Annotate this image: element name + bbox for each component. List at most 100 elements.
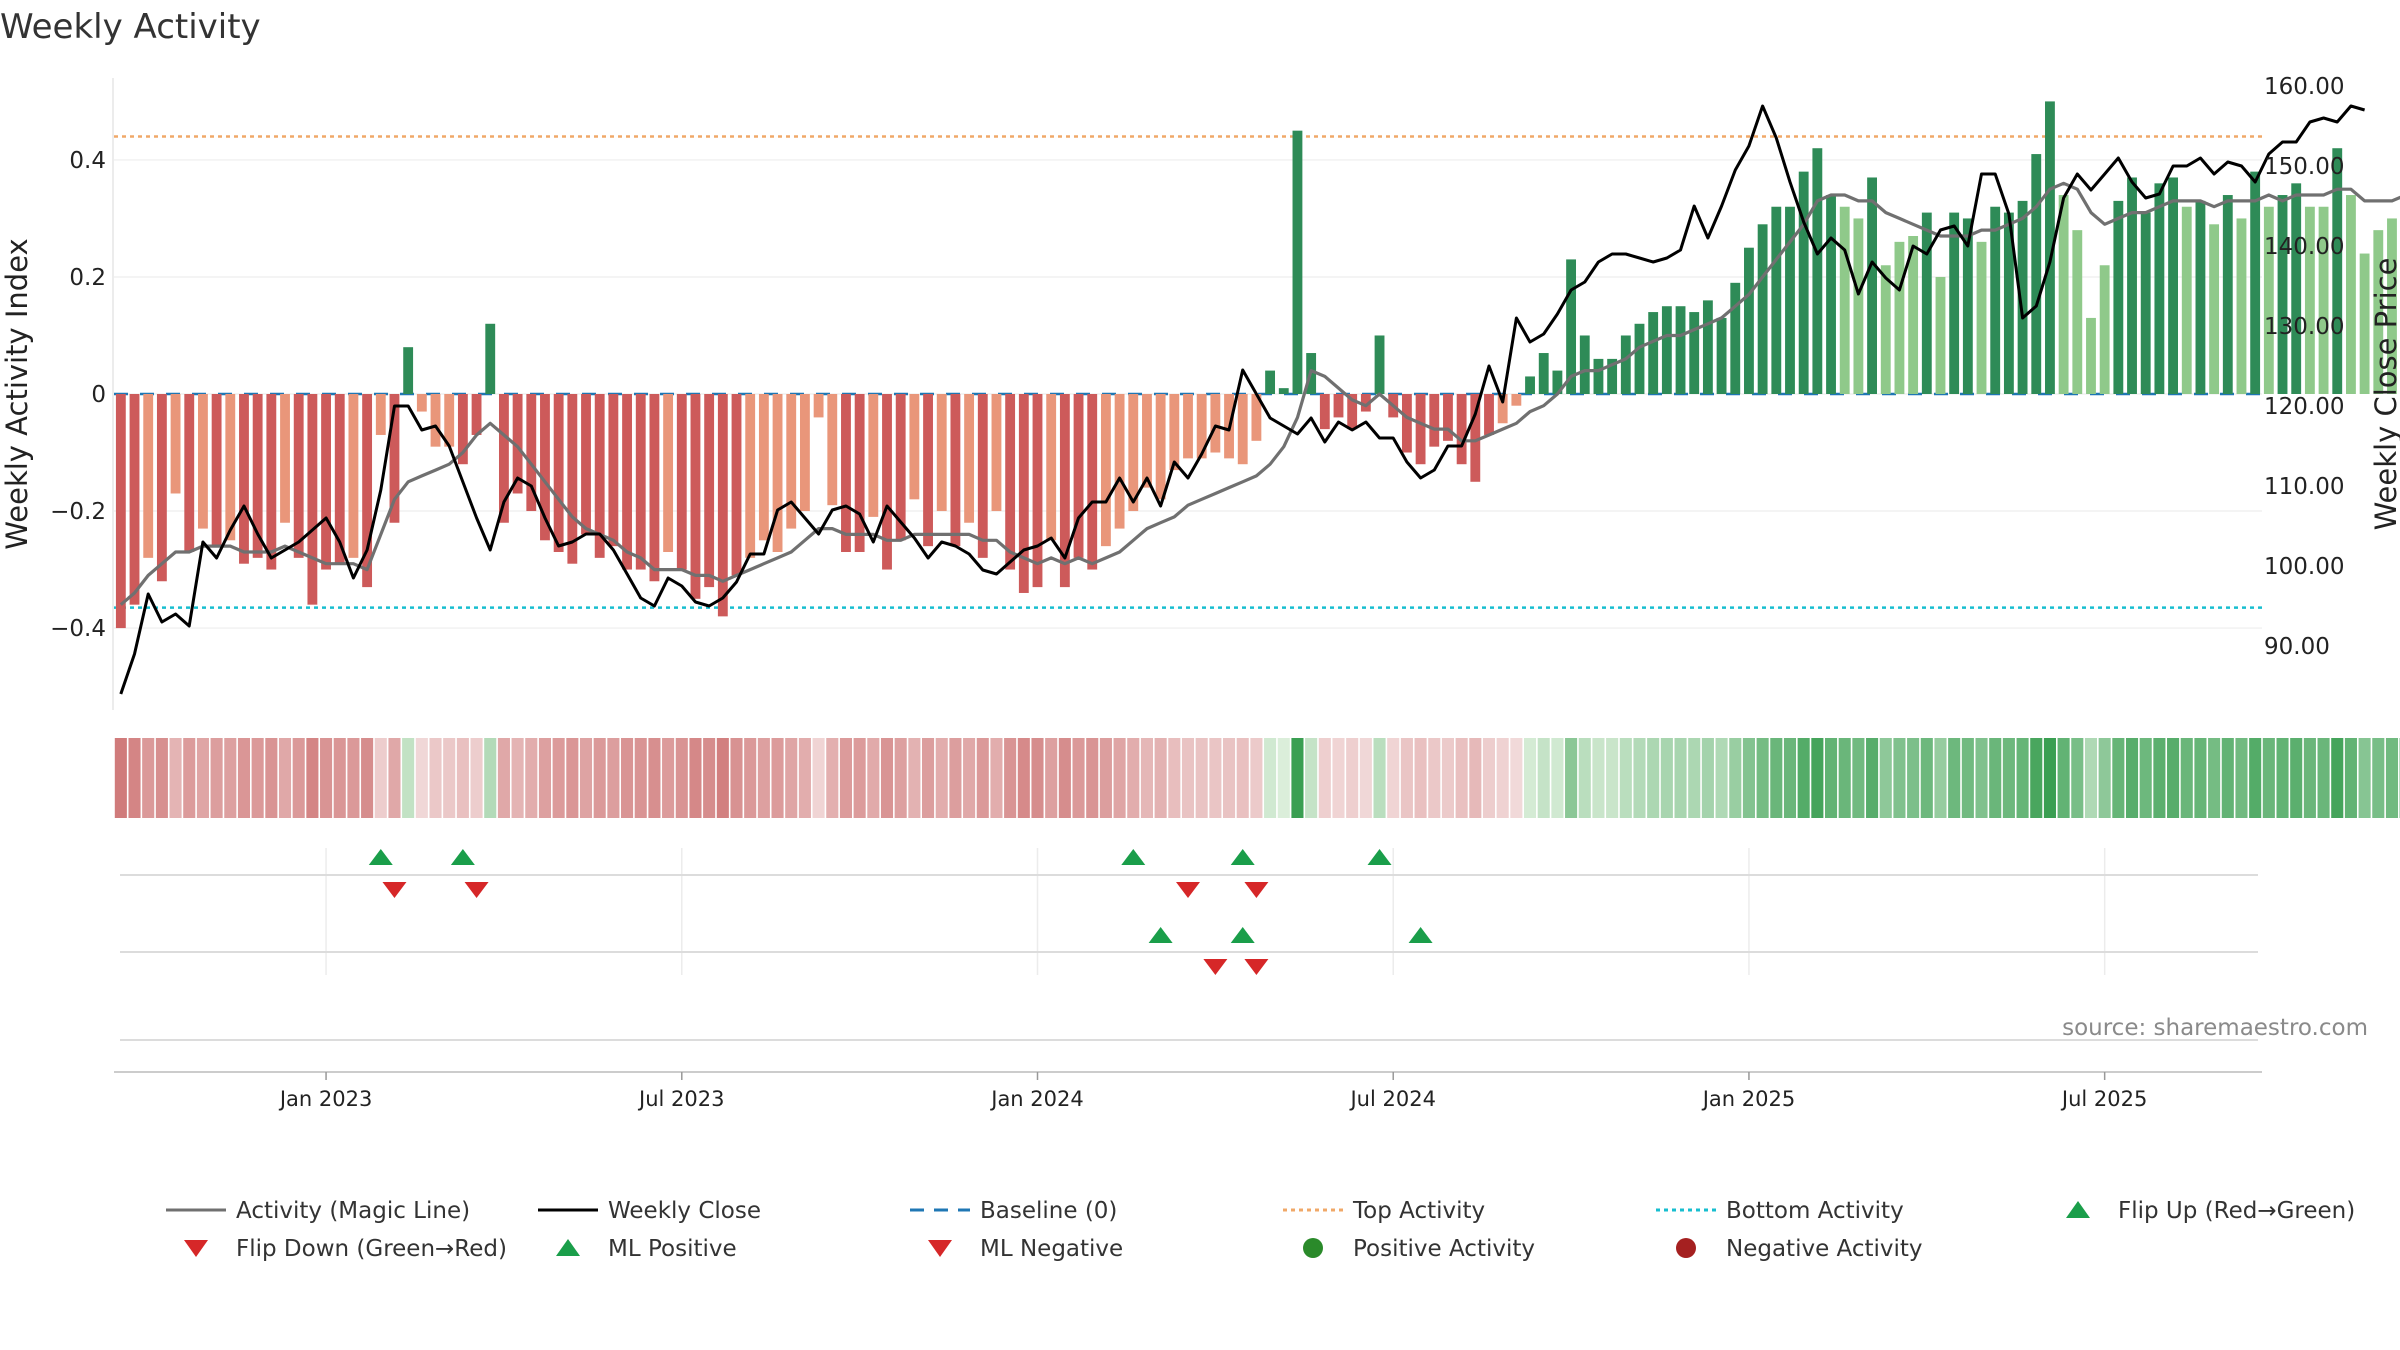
activity-bar (1962, 218, 1973, 394)
activity-bar (2154, 183, 2165, 394)
activity-bar (2346, 195, 2356, 394)
axes: Weekly Activity Index Weekly Close Price −… (0, 74, 2400, 710)
activity-bar (1142, 394, 1152, 488)
heat-cell (2372, 738, 2385, 818)
heat-cell (1209, 738, 1222, 818)
flip-up-marker (368, 849, 393, 865)
heat-cell (1318, 738, 1331, 818)
heat-cell (1305, 738, 1318, 818)
heat-cell (1140, 738, 1153, 818)
y2-tick-label: 160.00 (2264, 74, 2344, 100)
activity-bar (1470, 394, 1481, 482)
heat-cell (443, 738, 456, 818)
legend-item: Flip Down (Green→Red) (184, 1236, 507, 1262)
chart-title: Weekly Activity (0, 7, 261, 47)
heat-cell (1770, 738, 1783, 818)
activity-bar (280, 394, 290, 523)
activity-bar (923, 394, 933, 547)
heat-cell (429, 738, 442, 818)
heat-cell (1236, 738, 1249, 818)
x-tick-label: Jan 2023 (278, 1087, 373, 1111)
legend-label: ML Negative (980, 1236, 1123, 1262)
activity-bar (1018, 394, 1029, 593)
heat-cell (2112, 738, 2125, 818)
activity-bar (2113, 200, 2124, 394)
heat-cell (2358, 738, 2371, 818)
heat-cell (1866, 738, 1879, 818)
x-tick-label: Jul 2025 (2060, 1087, 2147, 1111)
activity-heat-strip (114, 738, 2400, 818)
activity-bar (608, 394, 619, 547)
activity-bar (266, 394, 277, 570)
y-axis-title: Weekly Activity Index (0, 238, 34, 549)
activity-bar (403, 347, 414, 394)
heat-cell (1565, 738, 1578, 818)
heat-cell (1523, 738, 1537, 818)
heat-cell (2153, 738, 2166, 818)
heat-cell (2057, 738, 2070, 818)
activity-bar (1114, 394, 1125, 529)
activity-bar (567, 394, 578, 564)
heat-cell (1551, 738, 1564, 818)
heat-cell (1578, 738, 1591, 818)
heat-cell (1181, 738, 1195, 818)
heat-cell (1482, 738, 1496, 818)
activity-bar (622, 394, 632, 570)
heat-cell (388, 738, 401, 818)
activity-bar (649, 394, 660, 582)
activity-bar (1839, 206, 1850, 394)
heat-cell (990, 738, 1003, 818)
activity-bar (1648, 312, 1659, 394)
activity-bar (1921, 212, 1932, 394)
activity-bar (1990, 206, 2001, 394)
x-tick-label: Jan 2024 (989, 1087, 1084, 1111)
heat-cell (1223, 738, 1236, 818)
activity-bar (1894, 241, 1905, 394)
heat-cell (237, 738, 251, 818)
heat-cell (826, 738, 839, 818)
activity-bar (1005, 394, 1016, 570)
activity-bar (2017, 200, 2028, 394)
activity-bar (2195, 200, 2206, 394)
flip-down-marker (382, 882, 407, 898)
heat-cell (662, 738, 675, 818)
activity-bar (1374, 335, 1385, 394)
activity-bar (2058, 195, 2069, 394)
activity-bar (1401, 394, 1412, 453)
heat-cell (1852, 738, 1865, 818)
activity-bar (321, 394, 331, 570)
activity-bar (307, 394, 318, 605)
heat-cell (1756, 738, 1769, 818)
heat-cell (1606, 738, 1619, 818)
flip-up-marker (1230, 849, 1255, 865)
activity-bar (348, 394, 359, 558)
activity-bar (827, 394, 838, 506)
activity-bar (772, 394, 783, 552)
heat-cell (183, 738, 196, 818)
heat-cell (1879, 738, 1892, 818)
activity-bar (2387, 218, 2397, 394)
heat-cell (648, 738, 661, 818)
heat-cell (2290, 738, 2303, 818)
heat-cell (2167, 738, 2180, 818)
activity-bar (1689, 312, 1700, 394)
heat-cell (1838, 738, 1851, 818)
activity-bar (1128, 394, 1139, 512)
heat-cell (949, 738, 962, 818)
activity-bar (2304, 206, 2315, 394)
heat-cell (1195, 738, 1208, 818)
y2-tick-label: 120.00 (2264, 394, 2344, 420)
activity-bar (334, 394, 345, 564)
heat-cell (2084, 738, 2098, 818)
activity-bar (156, 394, 167, 582)
activity-bar (950, 394, 961, 547)
heat-cell (785, 738, 798, 818)
activity-bar (1785, 206, 1795, 394)
activity-bar (758, 394, 769, 541)
activity-bar (1826, 195, 1836, 394)
activity-bar (909, 394, 920, 500)
heat-cell (2385, 738, 2399, 818)
activity-bar (1853, 218, 1864, 394)
heat-cell (908, 738, 921, 818)
